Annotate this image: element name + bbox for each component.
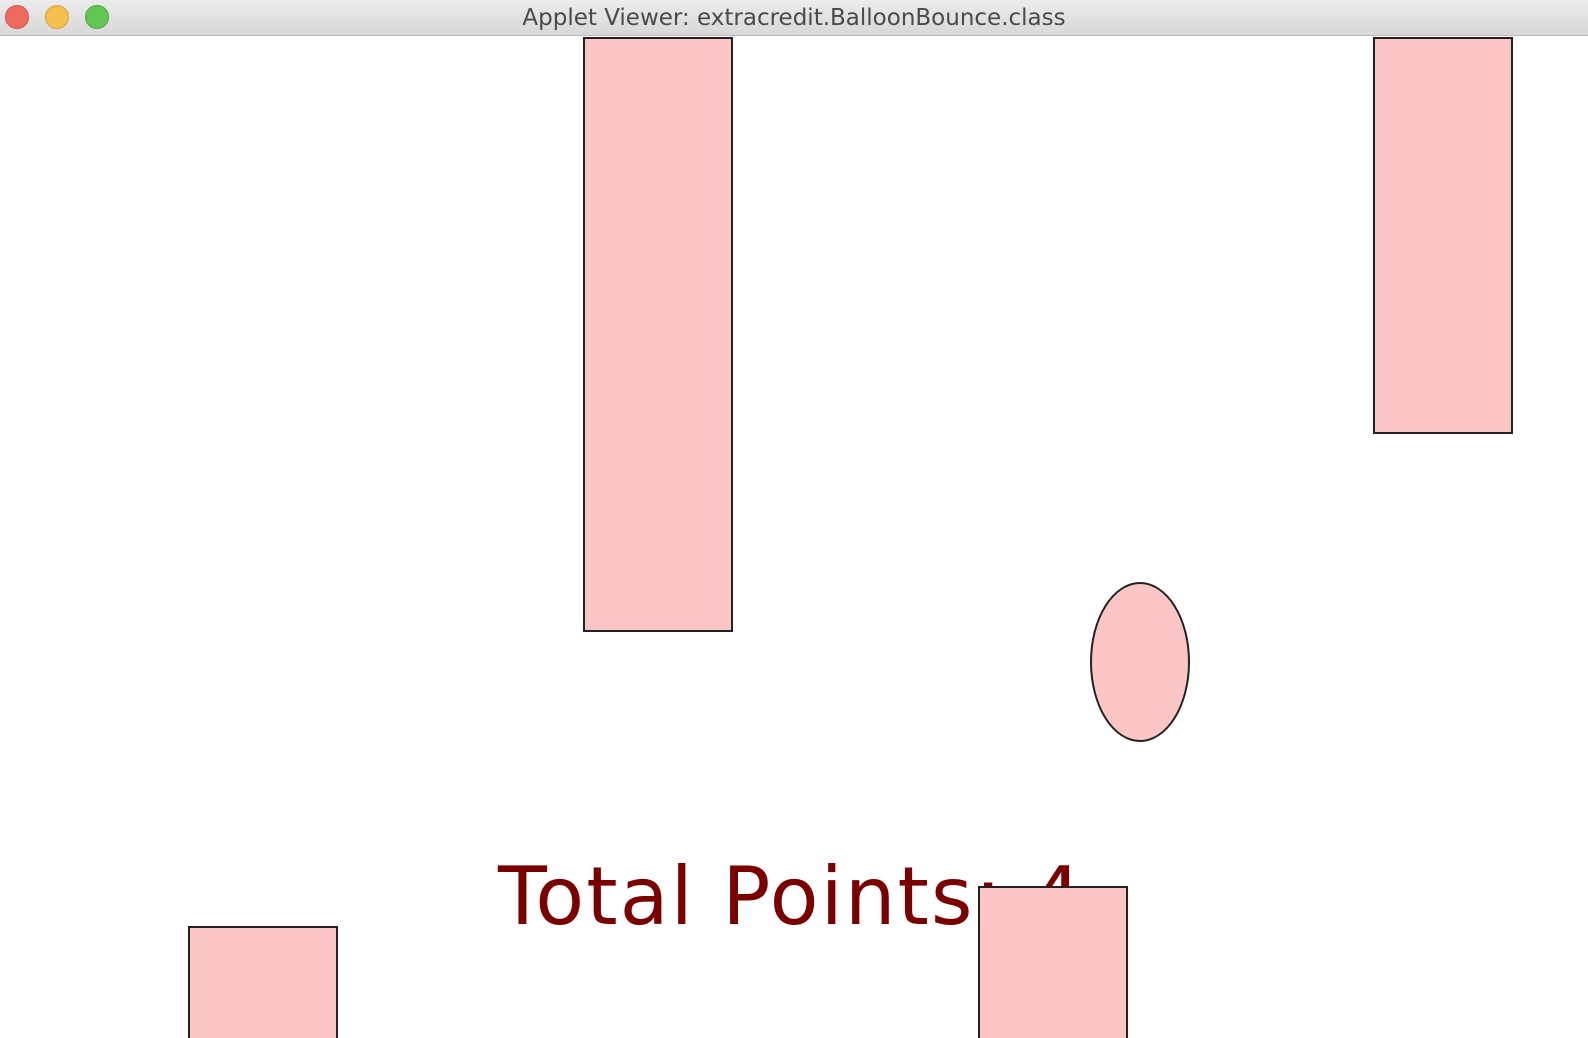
obstacle-bottom-left [188,926,338,1038]
balloon [1090,582,1190,742]
zoom-window-button[interactable] [85,5,109,29]
window-title: Applet Viewer: extracredit.BalloonBounce… [522,5,1066,31]
score-label: Total Points: [498,850,1004,943]
obstacle-top-right [1373,37,1513,434]
title-bar[interactable]: Applet Viewer: extracredit.BalloonBounce… [0,0,1588,36]
obstacle-bottom-center [978,886,1128,1038]
close-window-button[interactable] [5,5,29,29]
obstacle-top-left [583,37,733,632]
game-canvas[interactable]: Total Points: 4 [0,37,1588,1038]
minimize-window-button[interactable] [45,5,69,29]
